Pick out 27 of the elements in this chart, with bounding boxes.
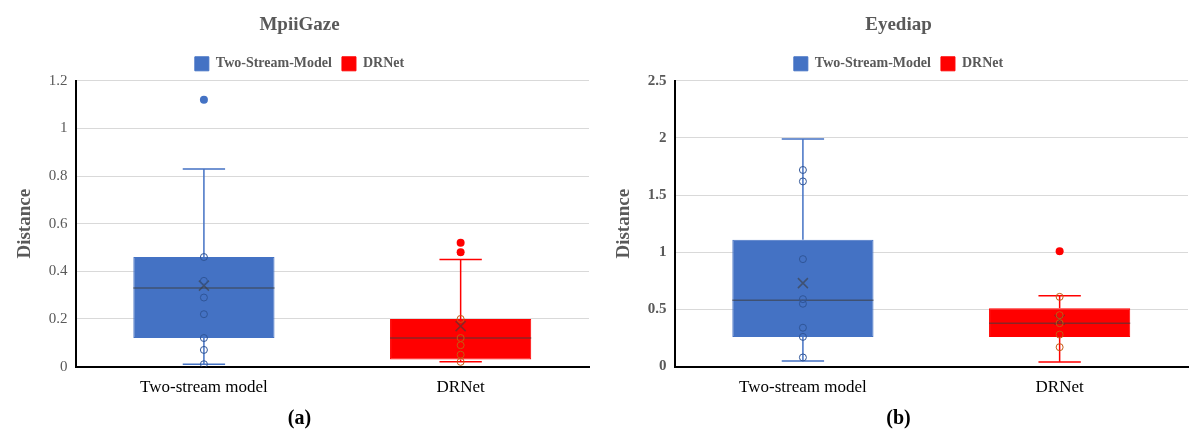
y-tick-label: 0.8 xyxy=(48,167,68,183)
y-tick-label: 0.6 xyxy=(48,214,69,231)
x-tick-label: Two-stream model xyxy=(739,377,868,397)
chart-title: Eyediap xyxy=(865,13,932,35)
text: (a) xyxy=(287,406,312,430)
y-tick-label: 1 xyxy=(60,119,68,136)
y-tick-label: 1.2 xyxy=(48,71,68,88)
y-tick-label: 0 xyxy=(659,357,667,374)
legend-label: DRNet xyxy=(961,55,1004,71)
y-tick-label: 0 xyxy=(60,357,68,374)
y-tick-label: 0.2 xyxy=(48,309,68,326)
legend-label: Two-Stream-Model xyxy=(215,55,333,71)
y-tick-label: 0.5 xyxy=(647,300,667,317)
legend-label: Two-Stream-Model xyxy=(814,55,932,71)
chart-title: MpiiGaze xyxy=(259,13,340,35)
y-tick-label: 2.5 xyxy=(647,71,667,88)
y-axis-title: Distance xyxy=(612,188,634,259)
x-tick-label: DRNet xyxy=(1035,377,1084,397)
x-tick-label: Two-stream model xyxy=(140,377,269,397)
y-tick-label: 2 xyxy=(659,128,667,145)
text: (b) xyxy=(886,406,911,430)
y-tick-label: 1.5 xyxy=(647,185,667,202)
x-tick-label: DRNet xyxy=(436,377,485,397)
y-tick-label: 1 xyxy=(659,243,667,260)
legend-label: DRNet xyxy=(362,55,405,71)
y-axis-title: Distance xyxy=(13,188,35,259)
y-tick-label: 0.4 xyxy=(48,262,69,279)
